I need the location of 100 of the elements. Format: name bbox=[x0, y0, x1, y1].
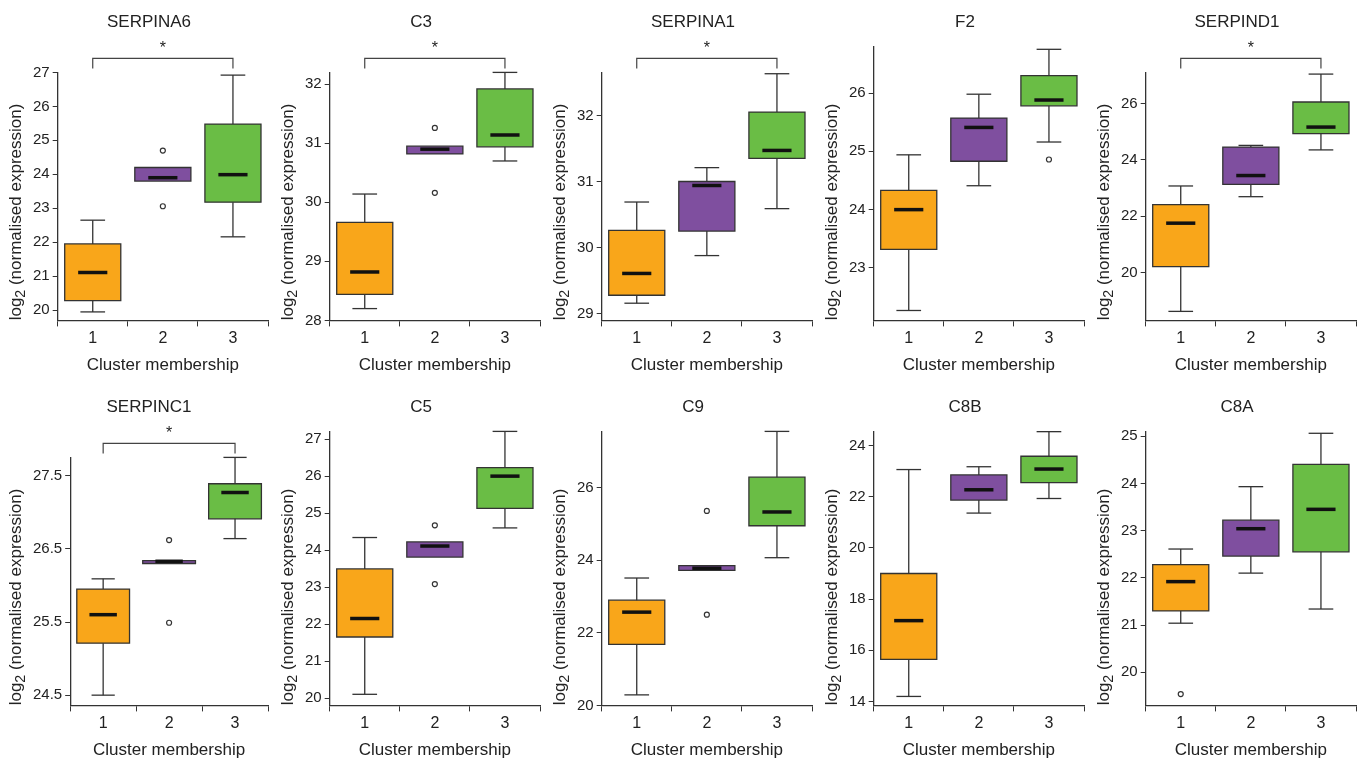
x-tick-label: 1 bbox=[1176, 329, 1186, 347]
y-tick-label: 22 bbox=[33, 232, 50, 250]
text: * bbox=[1247, 38, 1254, 56]
y-tick-label: 23 bbox=[305, 577, 322, 595]
y-tick-label: 24.5 bbox=[32, 685, 63, 703]
y-tick-label: 18 bbox=[849, 589, 866, 607]
y-tick-label: 23 bbox=[1121, 520, 1138, 538]
chart-title: SERPINA1 bbox=[650, 11, 736, 31]
y-tick-label: 25 bbox=[849, 141, 866, 159]
chart-title: F2 bbox=[955, 11, 975, 31]
chart-title: C5 bbox=[410, 396, 432, 416]
text: * bbox=[159, 38, 166, 56]
x-tick-label: 2 bbox=[974, 714, 984, 732]
chart-title: C3 bbox=[410, 11, 432, 31]
y-tick-label: 21 bbox=[305, 651, 322, 669]
chart-title: SERPINA6 bbox=[106, 11, 192, 31]
x-tick-label: 3 bbox=[1316, 329, 1326, 347]
y-tick-label: 27 bbox=[305, 429, 322, 447]
y-tick-label: 22 bbox=[849, 486, 866, 504]
x-axis-title: Cluster membership bbox=[93, 740, 246, 760]
chart-title: SERPIND1 bbox=[1194, 11, 1280, 31]
y-tick-label: 29 bbox=[305, 251, 322, 269]
x-tick-label: 2 bbox=[430, 714, 440, 732]
y-tick-label: 24 bbox=[1121, 473, 1138, 491]
y-tick-label: 22 bbox=[305, 614, 322, 632]
chart-title: C8A bbox=[1220, 396, 1255, 416]
chart-title: SERPINC1 bbox=[106, 396, 192, 416]
x-tick-label: 2 bbox=[702, 714, 712, 732]
x-tick-label: 3 bbox=[228, 329, 238, 347]
y-tick-label: 25 bbox=[1121, 426, 1138, 444]
y-tick-label: 20 bbox=[1121, 262, 1138, 280]
x-axis-title: Cluster membership bbox=[902, 740, 1055, 760]
x-axis-title: Cluster membership bbox=[358, 355, 511, 375]
y-tick-label: 32 bbox=[305, 74, 322, 92]
y-tick-label: 22 bbox=[1121, 206, 1138, 224]
x-axis-title: Cluster membership bbox=[1174, 740, 1327, 760]
y-tick-label: 21 bbox=[33, 266, 50, 284]
x-tick-label: 1 bbox=[1176, 714, 1186, 732]
x-axis-title: Cluster membership bbox=[358, 740, 511, 760]
x-tick-label: 2 bbox=[1246, 714, 1256, 732]
y-tick-label: 22 bbox=[577, 622, 594, 640]
y-tick-label: 26 bbox=[1121, 93, 1138, 111]
x-axis-title: Cluster membership bbox=[902, 355, 1055, 375]
x-axis-title: Cluster membership bbox=[1174, 355, 1327, 375]
y-tick-label: 16 bbox=[849, 640, 866, 658]
y-tick-label: 26 bbox=[33, 96, 50, 114]
x-axis-title: Cluster membership bbox=[630, 355, 783, 375]
x-tick-label: 1 bbox=[904, 714, 914, 732]
y-tick-label: 26 bbox=[305, 466, 322, 484]
x-tick-label: 1 bbox=[632, 329, 642, 347]
x-tick-label: 2 bbox=[430, 329, 440, 347]
x-tick-label: 1 bbox=[98, 714, 108, 732]
y-tick-label: 31 bbox=[577, 171, 594, 189]
y-tick-label: 20 bbox=[1121, 662, 1138, 680]
y-tick-label: 30 bbox=[577, 237, 594, 255]
y-tick-label: 24 bbox=[849, 435, 866, 453]
y-tick-label: 29 bbox=[577, 303, 594, 321]
x-tick-label: 3 bbox=[772, 714, 782, 732]
y-tick-label: 25 bbox=[305, 503, 322, 521]
x-axis-title: Cluster membership bbox=[630, 740, 783, 760]
y-tick-label: 26 bbox=[849, 83, 866, 101]
y-tick-label: 20 bbox=[849, 538, 866, 556]
y-tick-label: 21 bbox=[1121, 615, 1138, 633]
x-tick-label: 3 bbox=[1316, 714, 1326, 732]
x-tick-label: 1 bbox=[632, 714, 642, 732]
y-tick-label: 24 bbox=[849, 199, 866, 217]
x-tick-label: 2 bbox=[158, 329, 168, 347]
x-tick-label: 3 bbox=[1044, 329, 1054, 347]
chart-title: C9 bbox=[682, 396, 704, 416]
y-tick-label: 26 bbox=[577, 477, 594, 495]
y-tick-label: 25.5 bbox=[32, 612, 63, 630]
y-tick-label: 23 bbox=[33, 198, 50, 216]
x-tick-label: 1 bbox=[88, 329, 98, 347]
x-tick-label: 3 bbox=[500, 714, 510, 732]
x-tick-label: 2 bbox=[1246, 329, 1256, 347]
y-tick-label: 24 bbox=[305, 540, 322, 558]
y-tick-label: 30 bbox=[305, 192, 322, 210]
x-tick-label: 1 bbox=[360, 329, 370, 347]
y-tick-label: 27.5 bbox=[32, 465, 63, 483]
x-tick-label: 2 bbox=[974, 329, 984, 347]
x-tick-label: 1 bbox=[904, 329, 914, 347]
y-tick-label: 22 bbox=[1121, 567, 1138, 585]
y-tick-label: 26.5 bbox=[32, 538, 63, 556]
text: * bbox=[431, 38, 438, 56]
y-tick-label: 27 bbox=[33, 62, 50, 80]
y-tick-label: 31 bbox=[305, 133, 322, 151]
y-tick-label: 23 bbox=[849, 258, 866, 276]
y-tick-label: 25 bbox=[33, 130, 50, 148]
y-tick-label: 32 bbox=[577, 105, 594, 123]
x-axis-title: Cluster membership bbox=[86, 355, 239, 375]
x-tick-label: 3 bbox=[772, 329, 782, 347]
y-tick-label: 20 bbox=[577, 695, 594, 713]
y-tick-label: 28 bbox=[305, 310, 322, 328]
y-tick-label: 20 bbox=[305, 688, 322, 706]
x-tick-label: 2 bbox=[702, 329, 712, 347]
y-tick-label: 14 bbox=[849, 691, 866, 709]
x-tick-label: 2 bbox=[164, 714, 174, 732]
text: * bbox=[165, 423, 173, 441]
y-tick-label: 24 bbox=[1121, 149, 1138, 167]
y-tick-label: 24 bbox=[33, 164, 50, 182]
